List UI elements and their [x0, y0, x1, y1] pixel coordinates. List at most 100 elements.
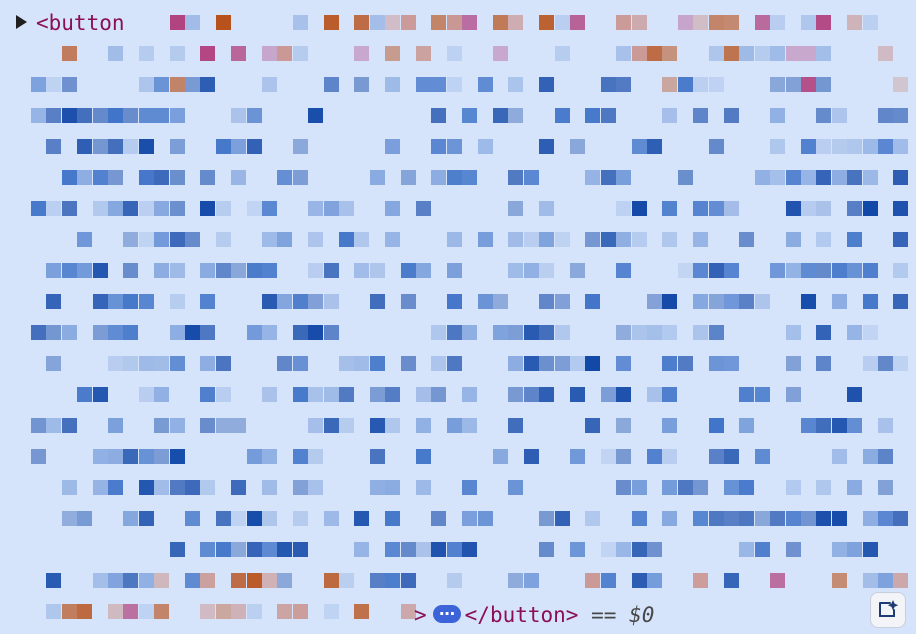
pixel-block: [801, 418, 816, 433]
pixel-block: [585, 170, 601, 185]
pixel-block: [801, 139, 816, 154]
ellipsis-icon[interactable]: ⋯: [432, 605, 461, 623]
pixel-block: [862, 201, 878, 216]
pixel-block: [323, 418, 339, 433]
pixel-block: [292, 511, 308, 526]
pixel-block: [185, 511, 200, 526]
pixel-block: [616, 542, 632, 557]
pixel-block: [77, 170, 93, 185]
pixel-block: [308, 201, 324, 216]
pixel-block: [847, 542, 863, 557]
pixel-block: [246, 108, 262, 123]
pixel-block: [369, 263, 385, 278]
pixel-block: [600, 170, 616, 185]
pixel-block: [231, 511, 247, 526]
pixel-block: [123, 201, 139, 216]
pixel-block: [539, 387, 555, 402]
pixel-block: [662, 77, 678, 92]
pixel-block: [108, 46, 123, 61]
pixel-block: [108, 573, 123, 588]
pixel-block: [231, 46, 247, 61]
pixel-block: [893, 170, 909, 185]
pixel-block: [585, 418, 601, 433]
pixel-block: [431, 542, 447, 557]
pixel-block: [108, 294, 123, 309]
pixel-block: [169, 139, 185, 154]
pixel-block: [416, 418, 431, 433]
pixel-block: [785, 480, 801, 495]
pixel-block: [215, 15, 231, 30]
pixel-block: [754, 15, 770, 30]
pixel-block: [446, 77, 462, 92]
pixel-block: [770, 139, 786, 154]
pixel-block: [462, 170, 478, 185]
pixel-block: [677, 356, 693, 371]
pixel-block: [169, 46, 185, 61]
pixel-block: [46, 418, 62, 433]
pixel-block: [770, 170, 786, 185]
pixel-block: [262, 294, 277, 309]
pixel-block: [77, 139, 93, 154]
pixel-block: [831, 511, 847, 526]
pixel-block: [801, 46, 816, 61]
pixel-block: [662, 418, 678, 433]
pixel-block: [215, 201, 231, 216]
pixel-block: [308, 108, 324, 123]
pixel-block: [354, 604, 370, 619]
pixel-block: [539, 542, 555, 557]
pixel-block: [416, 77, 431, 92]
pixel-block: [647, 387, 662, 402]
pixel-block: [816, 232, 832, 247]
pixel-block: [570, 15, 585, 30]
pixel-block: [662, 46, 678, 61]
pixel-block: [539, 77, 555, 92]
pixel-block: [816, 480, 832, 495]
pixel-block: [878, 511, 893, 526]
pixel-block: [46, 604, 62, 619]
pixel-block: [354, 232, 370, 247]
pixel-block: [246, 201, 262, 216]
pixel-block: [708, 139, 724, 154]
pixel-block: [138, 108, 154, 123]
pixel-block: [878, 418, 893, 433]
closing-tag-line[interactable]: > ⋯ </button> == $0: [414, 602, 654, 628]
pixel-block: [616, 15, 632, 30]
pixel-block: [693, 15, 709, 30]
pixel-block: [893, 232, 909, 247]
pixel-block: [92, 294, 108, 309]
pixel-block: [231, 263, 247, 278]
pixel-block: [262, 232, 277, 247]
triangle-right-icon[interactable]: [16, 15, 27, 29]
pixel-block: [770, 15, 786, 30]
pixel-block: [200, 46, 216, 61]
pixel-block: [677, 77, 693, 92]
selected-node-line[interactable]: <button: [16, 10, 125, 36]
pixel-block: [92, 263, 108, 278]
pixel-block: [724, 511, 739, 526]
pixel-block: [323, 15, 339, 30]
pixel-block: [754, 387, 770, 402]
pixel-block: [508, 418, 524, 433]
pixel-block: [847, 325, 863, 340]
pixel-block: [323, 325, 339, 340]
pixel-block: [431, 356, 447, 371]
pixel-block: [339, 418, 354, 433]
pixel-block: [354, 46, 370, 61]
pixel-block: [185, 325, 200, 340]
pixel-block: [108, 325, 123, 340]
pixel-block: [462, 542, 478, 557]
pixel-block: [138, 46, 154, 61]
pixel-block: [323, 263, 339, 278]
pixel-block: [616, 46, 632, 61]
pixel-block: [847, 387, 863, 402]
pixel-block: [431, 387, 447, 402]
pixel-block: [508, 480, 524, 495]
pixel-block: [46, 356, 62, 371]
pixel-block: [154, 480, 170, 495]
ai-assist-button[interactable]: [870, 592, 906, 628]
pixel-block: [708, 294, 724, 309]
pixel-block: [246, 542, 262, 557]
pixel-block: [292, 15, 308, 30]
pixel-block: [600, 77, 616, 92]
